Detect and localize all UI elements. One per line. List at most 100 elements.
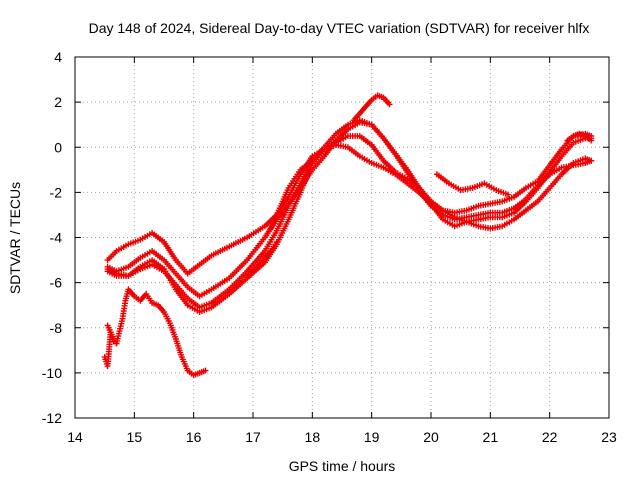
data-marker-run	[119, 300, 128, 322]
data-marker-run	[433, 171, 450, 185]
data-marker-run	[125, 265, 142, 279]
data-marker-run	[131, 293, 142, 303]
data-marker-run	[149, 230, 165, 244]
data-marker-run	[499, 206, 515, 216]
data-marker-run	[113, 242, 129, 254]
data-marker-run	[149, 257, 165, 271]
data-marker-run	[226, 270, 249, 293]
data-marker-run	[487, 223, 503, 232]
data-marker-run	[196, 300, 213, 311]
data-marker-run	[499, 210, 515, 221]
data-marker-run	[291, 169, 302, 182]
data-marker-run	[475, 201, 491, 209]
data-marker-run	[457, 185, 474, 194]
data-marker-run	[356, 117, 373, 127]
data-marker-run	[439, 207, 456, 219]
y-tick-label: 0	[54, 139, 62, 155]
data-marker-run	[469, 181, 485, 191]
data-marker-run	[137, 231, 153, 243]
data-marker-run	[511, 186, 527, 200]
series-track-i	[350, 92, 393, 124]
data-marker-run	[267, 239, 280, 254]
data-marker-run	[350, 112, 362, 124]
data-marker-run	[261, 230, 279, 254]
data-marker-run	[333, 142, 349, 150]
data-marker-run	[125, 286, 136, 298]
data-marker-run	[161, 239, 178, 262]
data-marker-run	[208, 276, 230, 293]
data-marker-run	[285, 173, 303, 200]
data-marker-run	[511, 208, 527, 223]
data-marker-run	[362, 98, 374, 110]
data-marker-run	[570, 136, 586, 146]
chart-title: Day 148 of 2024, Sidereal Day-to-day VTE…	[89, 20, 590, 36]
data-marker-run	[208, 244, 230, 259]
data-marker-run	[546, 148, 563, 169]
data-marker-run	[137, 249, 153, 261]
data-marker-run	[161, 309, 172, 324]
data-marker-run	[208, 292, 231, 311]
series-track-j	[433, 171, 512, 198]
data-marker-run	[522, 179, 539, 191]
data-marker-run	[558, 161, 575, 178]
data-marker-run	[137, 258, 153, 270]
data-marker-run	[380, 135, 397, 155]
y-tick-label: -2	[50, 184, 63, 200]
data-marker-run	[172, 257, 189, 275]
data-marker-run	[110, 336, 120, 347]
data-marker-run	[356, 105, 368, 117]
data-marker-run	[475, 223, 491, 231]
data-marker-run	[196, 254, 213, 268]
plot-frame	[74, 56, 610, 419]
data-marker-run	[107, 329, 116, 340]
x-tick-label: 17	[245, 429, 261, 445]
data-marker-run	[178, 354, 190, 372]
data-marker-run	[149, 299, 160, 308]
data-marker-run	[161, 266, 178, 291]
data-marker-run	[172, 286, 190, 307]
data-marker-run	[196, 305, 213, 315]
data-marker-run	[570, 131, 581, 139]
data-marker-run	[104, 249, 118, 264]
data-marker-run	[534, 164, 552, 185]
x-tick-label: 22	[542, 429, 558, 445]
data-marker-run	[499, 217, 515, 230]
x-tick-label: 15	[127, 429, 143, 445]
data-marker-run	[451, 214, 468, 224]
data-marker-run	[104, 268, 118, 278]
data-marker-run	[267, 214, 279, 232]
data-marker-run	[344, 144, 361, 158]
data-marker-run	[368, 121, 385, 140]
data-marker-run	[297, 163, 308, 173]
data-marker-run	[244, 236, 267, 264]
data-marker-run	[244, 249, 267, 275]
data-marker-run	[196, 367, 209, 376]
data-marker-run	[534, 186, 551, 205]
data-marker-run	[374, 92, 385, 100]
data-marker-run	[463, 218, 480, 229]
series-track-h	[267, 157, 316, 232]
data-marker-run	[273, 200, 285, 218]
data-marker-run	[368, 160, 385, 170]
data-marker-run	[445, 180, 462, 192]
data-marker-run	[439, 216, 456, 228]
data-marker-run	[273, 205, 291, 234]
data-marker-run	[333, 127, 350, 144]
data-marker-run	[172, 270, 189, 289]
data-marker-run	[344, 118, 361, 128]
series-track-g	[244, 239, 280, 279]
y-tick-label: -6	[50, 275, 63, 291]
data-marker-run	[104, 322, 113, 333]
data-marker-run	[279, 187, 291, 205]
data-marker-run	[149, 248, 165, 262]
y-tick-label: -8	[50, 320, 63, 336]
data-marker-run	[570, 156, 586, 166]
data-marker-run	[166, 320, 178, 340]
data-marker-run	[226, 235, 248, 250]
data-marker-run	[392, 151, 409, 174]
data-marker-run	[244, 224, 266, 241]
data-marker-run	[499, 194, 515, 205]
data-marker-run	[184, 302, 201, 314]
data-marker-run	[487, 198, 503, 207]
y-tick-label: -12	[42, 410, 62, 426]
